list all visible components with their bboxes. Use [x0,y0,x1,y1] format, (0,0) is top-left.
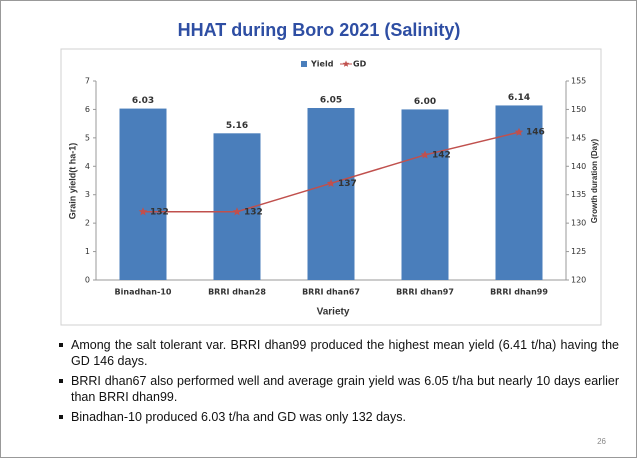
legend-label: Yield [310,60,334,69]
legend-swatch [342,60,350,67]
line-value-label: 132 [150,207,169,217]
y2-tick-label: 120 [571,276,586,285]
line-marker [232,207,242,216]
bar [495,105,543,280]
y2-tick-label: 150 [571,105,586,114]
chart: HHAT during Boro 2021 (Salinity) Variety… [60,20,602,326]
line-value-label: 132 [244,207,263,217]
bullet: Binadhan-10 produced 6.03 t/ha and GD wa… [59,409,619,425]
line-marker [514,127,524,136]
y2-tick-label: 140 [571,162,586,171]
legend-swatch [301,61,307,67]
x-tick-label: Binadhan-10 [115,288,172,297]
bullet-list: Among the salt tolerant var. BRRI dhan99… [59,337,619,429]
y-tick-label: 2 [85,219,90,228]
bar [307,108,355,280]
x-tick-label: BRRI dhan67 [302,288,360,297]
y-tick-label: 6 [85,105,90,114]
y2-axis-title: Growth duration (Day) [590,138,599,223]
line-value-label: 137 [338,179,357,189]
chart-frame [60,48,602,326]
page-number: 26 [597,437,606,446]
line-value-label: 142 [432,150,451,160]
bar [119,108,167,280]
x-tick-label: BRRI dhan99 [490,288,548,297]
x-tick-label: BRRI dhan28 [208,288,266,297]
x-axis-title: Variety [317,307,350,318]
y2-tick-label: 130 [571,219,586,228]
y-axis-title: Grain yield(t ha-1) [67,143,77,220]
y-tick-label: 7 [85,77,90,86]
bar-value-label: 6.14 [508,93,530,103]
line-marker [420,150,430,159]
y-tick-label: 3 [85,190,90,199]
y2-tick-label: 135 [571,190,586,199]
y-tick-label: 5 [85,133,90,142]
line-value-label: 146 [526,128,545,138]
line-marker [326,178,336,187]
bar-value-label: 6.03 [132,96,154,106]
chart-title: HHAT during Boro 2021 (Salinity) [178,20,461,40]
bar-value-label: 6.00 [414,97,436,107]
bar-value-label: 5.16 [226,121,248,131]
bullet: Among the salt tolerant var. BRRI dhan99… [59,337,619,369]
y2-tick-label: 155 [571,77,586,86]
legend-label: GD [353,60,367,69]
bullet: BRRI dhan67 also performed well and aver… [59,373,619,405]
x-tick-label: BRRI dhan97 [396,288,454,297]
line-marker [138,207,148,216]
y2-tick-label: 145 [571,133,586,142]
bar [401,109,449,280]
bar-value-label: 6.05 [320,96,342,106]
y-tick-label: 0 [85,276,90,285]
y2-tick-label: 125 [571,247,586,256]
y-tick-label: 1 [85,247,90,256]
y-tick-label: 4 [85,162,90,171]
